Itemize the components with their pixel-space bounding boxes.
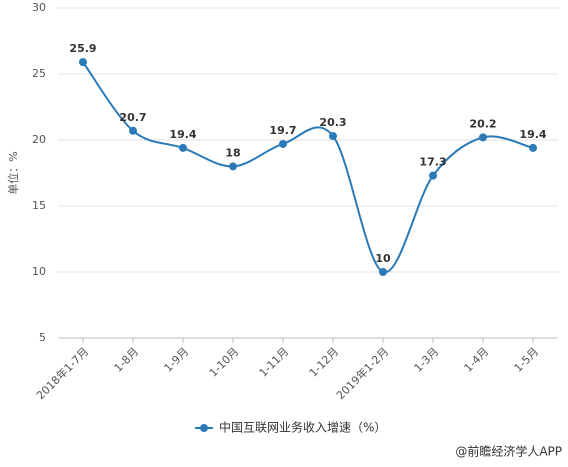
y-tick-label: 5	[39, 331, 46, 344]
x-tick-label: 1-3月	[412, 345, 442, 375]
data-point	[329, 132, 337, 141]
source: @前瞻经济学人APP	[455, 444, 562, 459]
x-tick-label: 1-5月	[512, 345, 542, 375]
x-tick-label: 1-11月	[257, 345, 292, 380]
data-point	[429, 171, 437, 180]
x-tick-label: 1-4月	[462, 345, 492, 375]
value-label: 20.3	[319, 116, 346, 129]
y-axis-label: 单位：%	[6, 151, 20, 194]
y-tick-label: 15	[32, 199, 46, 212]
y-tick-label: 10	[32, 265, 46, 278]
data-point	[479, 133, 487, 142]
value-label: 20.7	[119, 111, 146, 124]
data-point	[279, 139, 287, 148]
x-tick-label: 1-8月	[112, 345, 142, 375]
x-tick-label: 2019年1-2月	[333, 344, 391, 402]
x-tick-label: 1-10月	[207, 345, 242, 380]
data-point	[379, 268, 387, 276]
legend-label: 中国互联网业务收入增速（%）	[219, 420, 386, 435]
legend-marker	[200, 424, 208, 432]
value-label: 19.7	[269, 124, 296, 137]
y-tick-label: 20	[32, 133, 46, 146]
y-tick-label: 30	[32, 1, 46, 14]
data-point	[529, 143, 537, 152]
value-label: 19.4	[519, 128, 546, 141]
value-label: 10	[375, 252, 391, 265]
series-line	[82, 61, 534, 274]
x-tick-label: 1-12月	[307, 345, 342, 380]
data-point	[229, 162, 237, 171]
value-label: 25.9	[69, 42, 96, 55]
data-point	[129, 126, 137, 135]
value-label: 19.4	[169, 128, 196, 141]
x-tick-label: 1-9月	[162, 345, 192, 375]
y-tick-label: 25	[32, 67, 46, 80]
data-point	[179, 143, 187, 152]
value-label: 17.3	[419, 156, 446, 169]
value-label: 20.2	[469, 117, 496, 130]
value-label: 18	[225, 146, 240, 159]
x-tick-label: 2018年1-7月	[33, 344, 91, 402]
data-point	[79, 58, 87, 67]
